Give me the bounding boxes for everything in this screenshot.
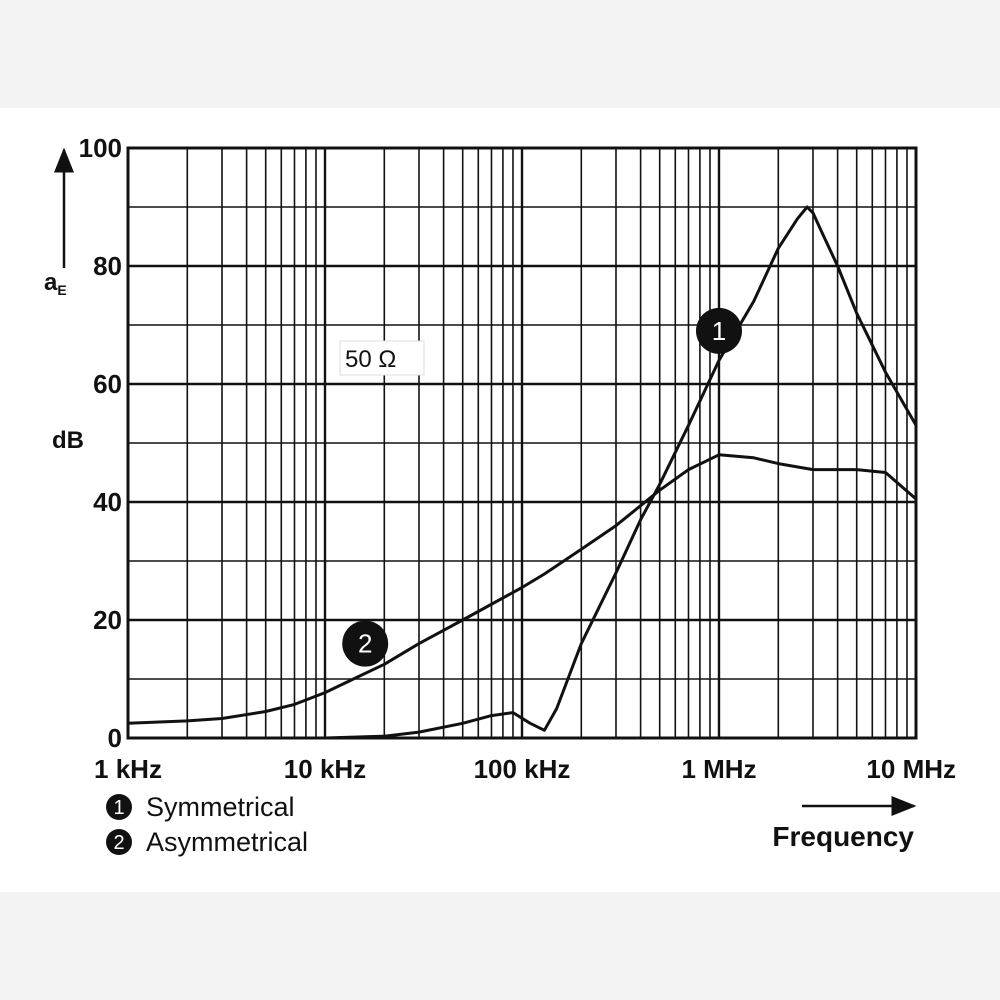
x-tick-label: 1 kHz	[94, 754, 162, 784]
impedance-annotation-box	[339, 340, 425, 376]
x-tick-label: 10 MHz	[866, 754, 956, 784]
x-axis-label: Frequency	[772, 821, 914, 852]
series-line-asymmetrical	[126, 453, 918, 725]
series-line-symmetrical	[126, 205, 918, 740]
legend-marker-label-2: 2	[113, 832, 124, 854]
chart-background	[0, 108, 1000, 892]
y-tick-label: 40	[93, 487, 122, 517]
plot-frame	[126, 146, 918, 740]
series-badge-label-2: 2	[358, 629, 372, 659]
legend-marker-1	[106, 794, 132, 820]
y-axis-unit: dB	[52, 427, 84, 454]
y-tick-label: 80	[93, 251, 122, 281]
y-tick-label: 60	[93, 369, 122, 399]
series-badge-2	[342, 620, 389, 667]
legend-item-symmetrical: 1 Symmetrical	[106, 792, 295, 822]
grid	[128, 148, 916, 738]
y-tick-label: 20	[93, 605, 122, 635]
legend-item-asymmetrical: 2 Asymmetrical	[106, 827, 308, 857]
series-badge-label-1: 1	[712, 316, 726, 346]
series-badge-1	[696, 307, 742, 354]
y-axis-symbol: aE	[44, 269, 67, 298]
legend: 1 Symmetrical 2 Asymmetrical	[106, 792, 308, 857]
legend-label-asymmetrical: Asymmetrical	[146, 827, 308, 857]
legend-marker-2	[106, 829, 132, 855]
axis-ticks: 0 20 40 60 80 100 1 kHz 10 kHz 100 kHz 1 MHz 10 MH…	[79, 133, 956, 784]
y-tick-label: 100	[79, 133, 122, 163]
x-tick-label: 10 kHz	[284, 754, 366, 784]
series-layer: 12	[126, 205, 918, 740]
legend-marker-label-1: 1	[113, 797, 124, 819]
legend-label-symmetrical: Symmetrical	[146, 792, 295, 822]
x-tick-label: 100 kHz	[474, 754, 571, 784]
x-tick-label: 1 MHz	[681, 754, 756, 784]
impedance-annotation: 50 Ω	[345, 346, 396, 373]
y-tick-label: 0	[108, 723, 122, 753]
